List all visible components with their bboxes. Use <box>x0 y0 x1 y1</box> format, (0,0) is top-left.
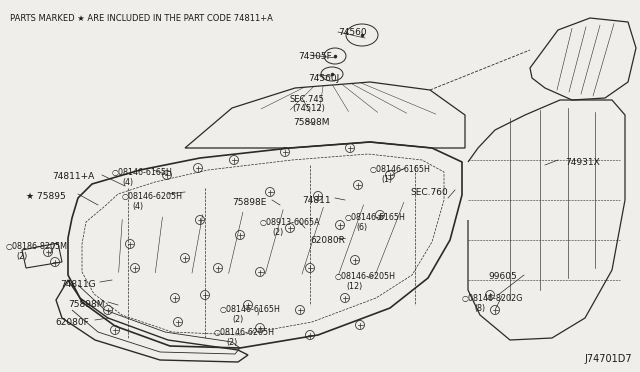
Text: ○08146-6165H: ○08146-6165H <box>345 213 406 222</box>
Text: ★ 75895: ★ 75895 <box>26 192 66 201</box>
Text: (8): (8) <box>474 304 485 313</box>
Text: (2): (2) <box>16 252 28 261</box>
Text: (4): (4) <box>132 202 143 211</box>
Text: ○08146-6165H: ○08146-6165H <box>220 305 281 314</box>
Text: (1): (1) <box>381 175 392 184</box>
Text: 74811+A: 74811+A <box>52 172 94 181</box>
Text: ○08146-6205H: ○08146-6205H <box>122 192 183 201</box>
Text: J74701D7: J74701D7 <box>584 354 632 364</box>
Text: (2): (2) <box>226 338 237 347</box>
Text: 75898M: 75898M <box>68 300 104 309</box>
Text: (2): (2) <box>232 315 243 324</box>
Text: (74512): (74512) <box>292 104 325 113</box>
Text: 62080F: 62080F <box>55 318 89 327</box>
Text: ○08146-6205H: ○08146-6205H <box>335 272 396 281</box>
Text: 99605: 99605 <box>488 272 516 281</box>
Text: 75898M: 75898M <box>293 118 330 127</box>
Text: ○08186-8205M: ○08186-8205M <box>6 242 68 251</box>
Text: (2): (2) <box>272 228 284 237</box>
Text: 74811: 74811 <box>302 196 331 205</box>
Text: 74560: 74560 <box>338 28 367 37</box>
Text: 74811G: 74811G <box>60 280 95 289</box>
Text: SEC.745: SEC.745 <box>290 95 325 104</box>
Text: SEC.760: SEC.760 <box>410 188 448 197</box>
Text: (4): (4) <box>122 178 133 187</box>
Text: 74931X: 74931X <box>565 158 600 167</box>
Text: (12): (12) <box>346 282 362 291</box>
Text: ○08146-6165H: ○08146-6165H <box>112 168 173 177</box>
Text: ○08913-6065A: ○08913-6065A <box>260 218 321 227</box>
Text: (6): (6) <box>356 223 367 232</box>
Text: PARTS MARKED ★ ARE INCLUDED IN THE PART CODE 74811+A: PARTS MARKED ★ ARE INCLUDED IN THE PART … <box>10 14 273 23</box>
Text: ○08146-6205H: ○08146-6205H <box>214 328 275 337</box>
Text: 62080R: 62080R <box>310 236 345 245</box>
Text: ○08146-6165H: ○08146-6165H <box>370 165 431 174</box>
Text: 74305F: 74305F <box>298 52 332 61</box>
Text: 74560J: 74560J <box>308 74 339 83</box>
Text: 75898E: 75898E <box>232 198 266 207</box>
Text: ○08146-8202G: ○08146-8202G <box>462 294 524 303</box>
